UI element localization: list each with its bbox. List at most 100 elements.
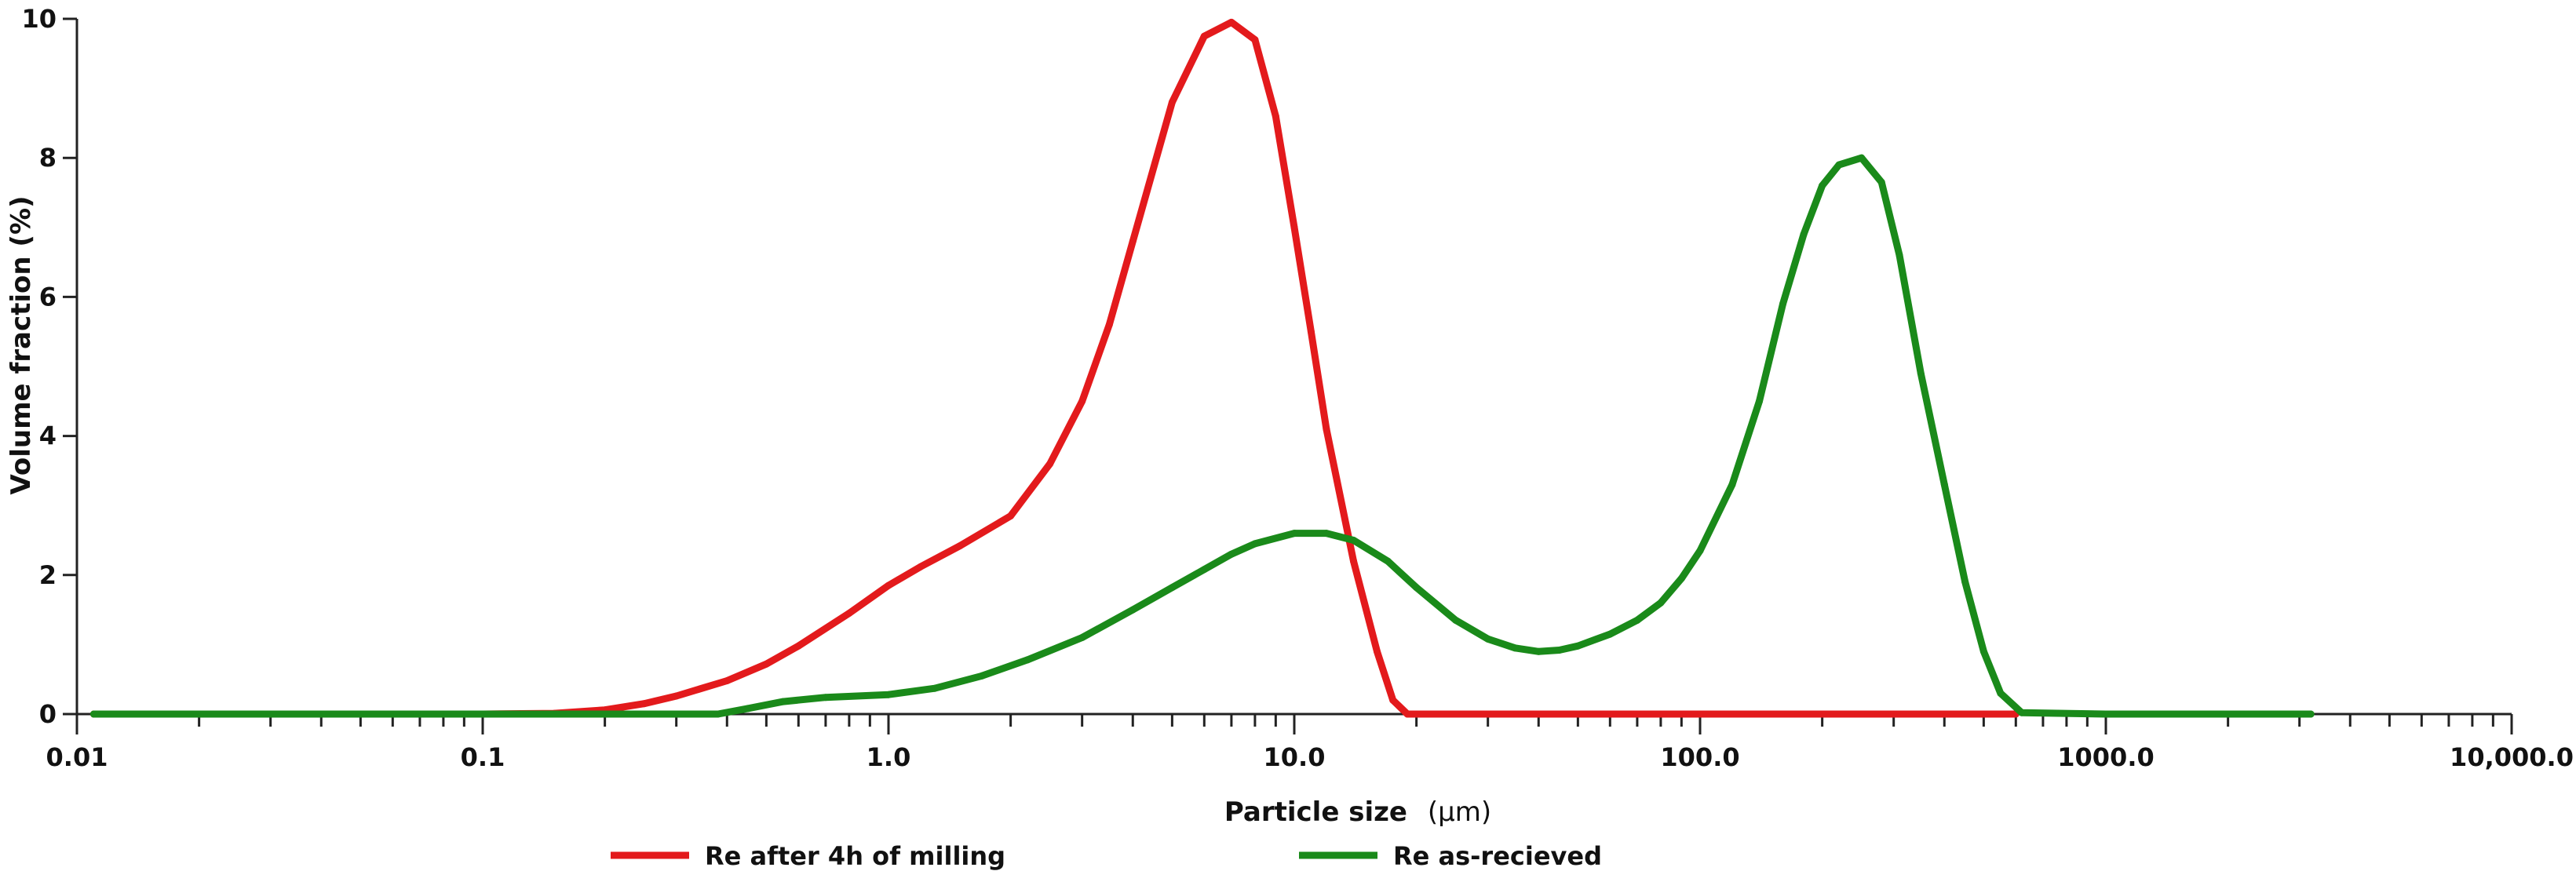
x-axis-unit: (µm): [1428, 796, 1491, 828]
series-1-point: [978, 672, 986, 680]
series-1-point: [779, 698, 787, 705]
series-0-point: [1251, 36, 1259, 44]
series-1-point: [1484, 635, 1492, 643]
series-1-point: [1728, 481, 1736, 489]
series-0-point: [1403, 710, 1411, 718]
series-1-point: [1633, 616, 1641, 624]
series-1-point: [1452, 616, 1460, 624]
legend-label-as-received: Re as-recieved: [1393, 841, 1602, 871]
series-0-point: [1200, 32, 1208, 40]
series-0-point: [845, 610, 853, 617]
y-axis-title: Volume fraction (%): [5, 195, 37, 494]
x-tick-label: 10.0: [1264, 742, 1326, 772]
series-0-point: [1389, 696, 1397, 704]
series-1-point: [1961, 578, 1969, 586]
series-1-point: [673, 710, 680, 718]
series-0-point: [1484, 710, 1492, 718]
series-1-point: [1997, 689, 2005, 697]
series-0-point: [794, 642, 802, 650]
series-1-point: [1078, 634, 1086, 641]
x-axis-title: Particle size (µm): [1224, 796, 1491, 828]
series-0-point: [1078, 397, 1086, 405]
series-1-point: [1877, 178, 1885, 186]
series-1-point: [1350, 537, 1357, 544]
y-ticks: 0 2 4 6 8 10: [21, 4, 77, 729]
series-1-point: [1756, 397, 1763, 405]
series-line-0: [89, 18, 2020, 718]
series-1-point: [1251, 540, 1259, 548]
x-ticks: 0.01 0.1 1.0 10.0 100.0 1000.0 10,000.0: [46, 714, 2574, 772]
series-1-point: [1511, 644, 1519, 652]
series-1-point: [1896, 251, 1903, 259]
series-0-point: [1307, 328, 1315, 336]
x-tick-label: 1.0: [867, 742, 911, 772]
series-0-point: [1272, 112, 1279, 120]
x-tick-label: 1000.0: [2057, 742, 2154, 772]
series-1-point: [89, 710, 97, 718]
series-1-point: [1290, 530, 1298, 538]
series-0-point: [1696, 710, 1704, 718]
series-1-point: [1228, 550, 1235, 558]
y-tick-label: 0: [39, 699, 57, 729]
x-tick-label: 0.01: [46, 742, 108, 772]
series-0-point: [1350, 557, 1357, 565]
series-1-point: [1129, 606, 1137, 614]
series-1-point: [1677, 574, 1685, 582]
series-1-point: [1819, 182, 1826, 190]
series-0-point: [917, 563, 925, 570]
series-1-point: [1917, 370, 1925, 377]
series-1-point: [479, 710, 487, 718]
series-0-point: [1129, 238, 1137, 245]
series-1-point: [2307, 710, 2315, 718]
x-tick-label: 100.0: [1660, 742, 1739, 772]
series-1-point: [1168, 584, 1176, 592]
series: [89, 18, 2315, 718]
series-1-point: [1556, 647, 1563, 654]
series-1-point: [1858, 154, 1866, 162]
y-tick-label: 2: [39, 560, 57, 590]
series-1-point: [931, 684, 939, 692]
y-tick-label: 4: [39, 421, 57, 451]
series-1-point: [601, 710, 609, 718]
series-1-point: [1696, 547, 1704, 555]
series-0-point: [1374, 647, 1381, 655]
y-tick-label: 8: [39, 143, 57, 173]
series-1-point: [1323, 530, 1330, 538]
series-0-point: [1168, 98, 1176, 106]
y-tick-label: 6: [39, 282, 57, 312]
series-1-point: [1779, 300, 1786, 308]
series-1-point: [1384, 557, 1392, 565]
x-axis-title-text: Particle size: [1224, 796, 1407, 828]
series-0-point: [1007, 512, 1015, 519]
axes: [75, 19, 2512, 716]
series-1-point: [1940, 481, 1948, 489]
series-1-point: [885, 691, 892, 698]
series-1-point: [1606, 630, 1614, 638]
series-1-point: [1657, 599, 1665, 607]
series-0-point: [1228, 18, 1235, 26]
series-0-point: [1105, 321, 1113, 329]
series-1-point: [1800, 231, 1808, 239]
y-tick-label: 10: [21, 4, 57, 34]
series-1-point: [1023, 656, 1031, 664]
series-0-point: [885, 581, 892, 589]
series-1-point: [822, 694, 830, 702]
series-0-point: [1290, 224, 1298, 231]
series-1-point: [1413, 584, 1421, 592]
x-tick-label: 10,000.0: [2450, 742, 2574, 772]
legend: Re after 4h of milling Re as-recieved: [611, 841, 1602, 871]
series-0-point: [640, 700, 648, 708]
series-1-point: [714, 710, 722, 718]
x-tick-label: 0.1: [461, 742, 505, 772]
series-1-point: [1835, 161, 1843, 169]
series-0-point: [956, 542, 964, 550]
series-1-point: [1534, 647, 1542, 655]
series-0-point: [1323, 425, 1330, 433]
series-0-point: [723, 677, 731, 684]
series-1-point: [1979, 647, 1987, 655]
series-1-point: [2102, 710, 2110, 718]
series-0-point: [762, 660, 770, 668]
series-1-point: [744, 705, 752, 713]
